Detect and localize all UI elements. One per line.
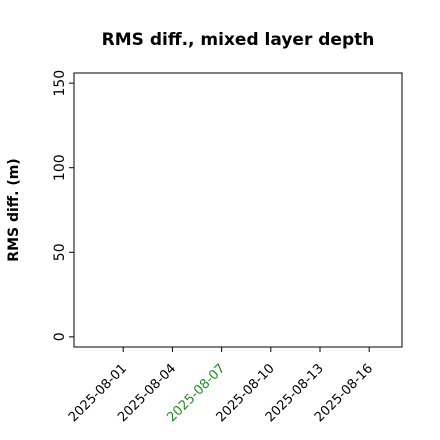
y-tick-label: 0 [52,332,68,341]
y-tick-label: 150 [52,70,68,97]
chart-title: RMS diff., mixed layer depth [102,30,375,50]
y-axis-label: RMS diff. (m) [6,158,22,261]
plot-frame [73,72,403,348]
y-tick-label: 50 [52,243,68,261]
y-tick-label: 100 [52,154,68,181]
